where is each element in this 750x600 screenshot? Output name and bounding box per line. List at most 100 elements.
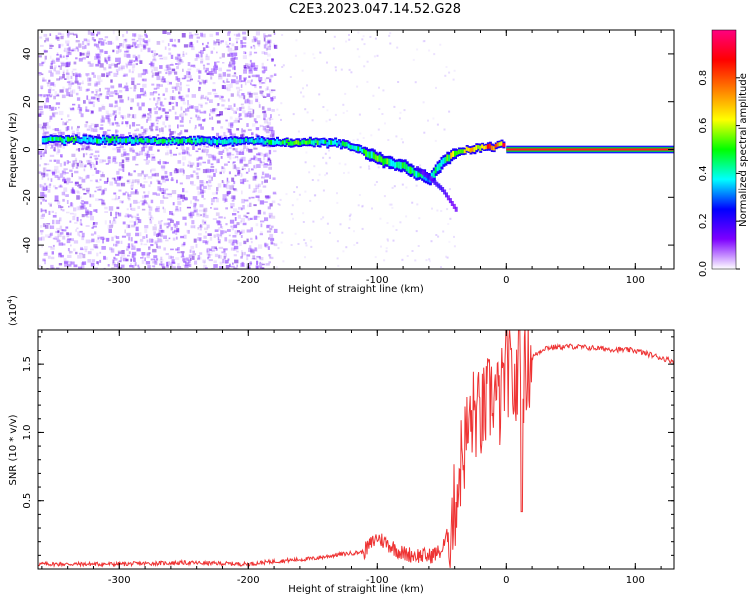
noise-speck [133,215,137,218]
noise-speck [98,198,103,201]
noise-speck [309,199,312,202]
ridge-core [252,140,256,144]
noise-speck [119,67,123,71]
noise-speck [131,122,136,127]
noise-speck [157,180,161,185]
noise-speck [182,216,187,220]
noise-speck [259,160,262,164]
noise-speck [81,232,85,238]
noise-speck [66,160,69,165]
noise-speck [71,133,76,135]
noise-speck [230,265,235,268]
noise-speck [172,213,175,216]
noise-speck [50,225,55,229]
noise-speck [78,57,83,62]
noise-speck [135,151,138,154]
noise-speck [308,171,311,174]
noise-speck [77,104,81,108]
noise-speck [213,260,217,264]
ridge-core [125,138,129,144]
noise-speck [215,212,220,216]
noise-speck [179,113,182,117]
noise-speck [80,52,85,56]
noise-speck [184,113,188,116]
noise-speck [110,222,113,225]
noise-speck [303,52,306,55]
noise-speck [191,46,195,51]
noise-speck [267,121,271,126]
noise-speck [251,168,254,171]
noise-speck [64,262,68,267]
noise-speck [243,67,247,71]
noise-speck [49,118,51,123]
noise-speck [318,173,321,176]
noise-speck [125,44,130,49]
noise-speck [199,227,202,231]
noise-speck [93,155,98,157]
noise-speck [40,85,44,89]
noise-speck [99,88,101,92]
noise-speck [113,105,117,108]
noise-speck [196,168,201,171]
noise-speck [180,251,185,254]
ridge-core [88,136,92,142]
noise-speck [60,131,65,136]
noise-speck [156,41,161,45]
noise-speck [241,252,244,257]
noise-speck [267,246,270,250]
noise-speck [243,77,247,81]
noise-speck [202,209,206,212]
noise-speck [175,248,179,251]
noise-speck [175,224,178,228]
noise-speck [38,105,43,108]
noise-speck [78,72,81,78]
noise-speck [325,120,328,123]
noise-speck [107,159,111,164]
noise-speck [132,33,137,37]
noise-speck [55,35,58,40]
noise-speck [178,96,183,100]
noise-speck [344,163,347,166]
noise-speck [125,82,128,85]
noise-speck [131,98,135,102]
noise-speck [58,263,63,266]
noise-speck [158,182,163,185]
noise-speck [165,65,169,69]
noise-speck [312,53,315,56]
noise-speck [115,69,119,72]
noise-speck [238,206,242,210]
ridge-core [403,162,407,170]
noise-speck [73,207,77,212]
noise-speck [149,218,151,221]
noise-speck [168,237,171,240]
noise-speck [114,90,118,95]
noise-speck [185,84,190,87]
noise-speck [269,78,272,83]
noise-speck [80,248,84,251]
noise-speck [82,188,86,191]
noise-speck [405,215,408,218]
ridge-core [113,138,117,144]
noise-speck [192,250,195,253]
noise-speck [259,90,263,94]
noise-speck [244,38,247,41]
noise-speck [81,80,84,83]
noise-speck [348,38,351,41]
noise-speck [41,61,45,64]
noise-speck [167,80,170,85]
noise-speck [77,86,81,89]
ridge-core [94,137,98,143]
noise-speck [322,216,325,219]
noise-speck [131,181,134,186]
noise-speck [161,263,165,267]
noise-speck [210,50,214,54]
noise-speck [249,261,252,266]
noise-speck [184,262,190,267]
noise-speck [269,256,274,260]
ridge-core [229,138,233,143]
ridge-core [69,137,72,142]
noise-speck [156,105,159,109]
noise-speck [66,51,69,54]
noise-speck [177,124,179,129]
ridge-core [488,143,492,149]
